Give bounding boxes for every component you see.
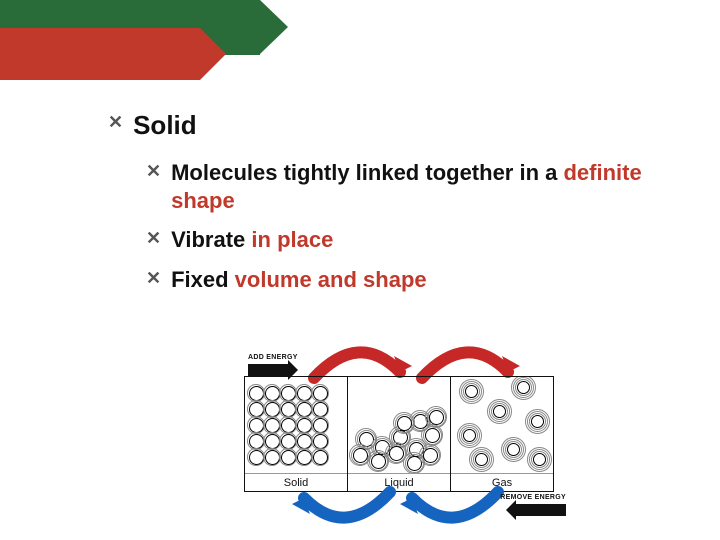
point-1-text: Molecules tightly linked together in a d…	[171, 159, 690, 214]
point-2: ✕ Vibrate in place	[146, 226, 690, 254]
point-2-emph: in place	[251, 227, 333, 252]
point-2-text: Vibrate in place	[171, 226, 333, 254]
gas-cell: Gas	[451, 377, 553, 491]
remove-energy-arrow-icon	[290, 486, 400, 526]
states-of-matter-diagram: ADD ENERGY .energy-bar[data-name="add-en…	[230, 336, 568, 520]
remove-energy-bar	[516, 504, 566, 516]
point-2-pre: Vibrate	[171, 227, 251, 252]
point-1-pre: Molecules tightly linked together in a	[171, 160, 563, 185]
gas-particles	[451, 377, 553, 473]
liquid-particles	[348, 377, 450, 473]
point-1: ✕ Molecules tightly linked together in a…	[146, 159, 690, 214]
liquid-cell: Liquid	[348, 377, 451, 491]
solid-cell: Solid	[245, 377, 348, 491]
point-3-text: Fixed volume and shape	[171, 266, 427, 294]
add-energy-bar	[248, 364, 288, 376]
bullet-icon: ✕	[108, 110, 123, 135]
heading-text: Solid	[133, 110, 197, 141]
point-3: ✕ Fixed volume and shape	[146, 266, 690, 294]
remove-energy-arrow-icon	[398, 486, 508, 526]
point-3-emph: volume and shape	[235, 267, 427, 292]
solid-particles	[245, 377, 347, 473]
slide-content: ✕ Solid ✕ Molecules tightly linked toget…	[108, 110, 690, 305]
bullet-icon: ✕	[146, 159, 161, 184]
heading-bullet: ✕ Solid	[108, 110, 690, 141]
point-3-pre: Fixed	[171, 267, 235, 292]
bullet-icon: ✕	[146, 226, 161, 251]
decorative-ribbon	[0, 0, 260, 80]
bullet-icon: ✕	[146, 266, 161, 291]
ribbon-front	[0, 28, 200, 80]
states-box: Solid Liquid Gas	[244, 376, 554, 492]
